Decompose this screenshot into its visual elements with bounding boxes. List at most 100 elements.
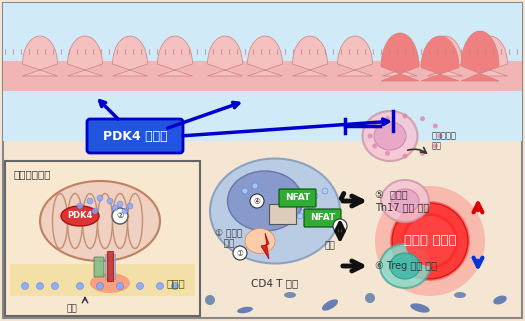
Polygon shape xyxy=(112,36,148,76)
Circle shape xyxy=(233,246,247,260)
Circle shape xyxy=(37,282,44,290)
Polygon shape xyxy=(338,36,373,76)
Circle shape xyxy=(107,198,113,204)
FancyBboxPatch shape xyxy=(5,161,200,316)
Polygon shape xyxy=(421,36,459,81)
Polygon shape xyxy=(365,293,375,303)
Polygon shape xyxy=(427,36,463,76)
Polygon shape xyxy=(292,36,328,76)
Text: ⑤  염증성
Th17 세포 분화: ⑤ 염증성 Th17 세포 분화 xyxy=(375,190,429,212)
Ellipse shape xyxy=(362,111,417,161)
FancyBboxPatch shape xyxy=(87,119,183,153)
Ellipse shape xyxy=(391,189,419,213)
Polygon shape xyxy=(115,302,125,308)
FancyBboxPatch shape xyxy=(269,204,296,224)
Circle shape xyxy=(77,282,83,290)
Circle shape xyxy=(297,213,303,219)
Circle shape xyxy=(77,203,83,209)
Circle shape xyxy=(403,153,407,159)
Circle shape xyxy=(51,282,58,290)
Circle shape xyxy=(250,194,264,208)
Polygon shape xyxy=(158,36,193,76)
Ellipse shape xyxy=(40,181,160,261)
Text: PDK4: PDK4 xyxy=(67,212,93,221)
FancyBboxPatch shape xyxy=(279,189,316,207)
Circle shape xyxy=(252,183,258,189)
Circle shape xyxy=(420,116,425,121)
Circle shape xyxy=(22,282,28,290)
Polygon shape xyxy=(383,36,417,76)
Ellipse shape xyxy=(90,273,130,293)
Circle shape xyxy=(372,143,377,149)
Circle shape xyxy=(333,219,347,233)
Text: 염증성 장질환: 염증성 장질환 xyxy=(404,235,456,247)
Polygon shape xyxy=(207,36,243,76)
Circle shape xyxy=(172,282,179,290)
Circle shape xyxy=(87,198,93,204)
Circle shape xyxy=(405,216,455,266)
Polygon shape xyxy=(205,295,215,305)
Text: ⑥ Treg 세포 분화: ⑥ Treg 세포 분화 xyxy=(375,261,437,271)
Ellipse shape xyxy=(390,253,420,279)
Text: NFAT: NFAT xyxy=(286,194,311,203)
Circle shape xyxy=(437,134,443,138)
Ellipse shape xyxy=(374,122,406,150)
Circle shape xyxy=(317,218,323,224)
Circle shape xyxy=(92,208,98,214)
FancyBboxPatch shape xyxy=(107,251,113,281)
Polygon shape xyxy=(48,290,62,300)
Ellipse shape xyxy=(227,171,302,231)
Circle shape xyxy=(368,134,373,138)
FancyBboxPatch shape xyxy=(304,209,341,227)
Circle shape xyxy=(433,124,438,128)
FancyBboxPatch shape xyxy=(3,3,522,141)
Polygon shape xyxy=(472,36,508,76)
Polygon shape xyxy=(284,292,296,298)
Circle shape xyxy=(307,203,313,209)
Polygon shape xyxy=(68,36,102,76)
Text: 미토콘드리아: 미토콘드리아 xyxy=(13,169,50,179)
Text: 소포체: 소포체 xyxy=(166,278,185,288)
Polygon shape xyxy=(247,36,282,76)
Polygon shape xyxy=(454,292,466,298)
Polygon shape xyxy=(461,31,499,81)
Circle shape xyxy=(117,282,123,290)
Circle shape xyxy=(372,124,377,128)
Circle shape xyxy=(117,201,123,207)
Polygon shape xyxy=(23,36,58,76)
Text: PDK4 저해제: PDK4 저해제 xyxy=(103,129,167,143)
Circle shape xyxy=(112,205,118,211)
Text: 칼슘: 칼슘 xyxy=(324,241,335,250)
Ellipse shape xyxy=(381,180,429,222)
Polygon shape xyxy=(237,307,253,313)
Circle shape xyxy=(420,151,425,156)
Text: 사이토카인
분비: 사이토카인 분비 xyxy=(432,131,457,151)
Circle shape xyxy=(322,188,328,194)
Text: NFAT: NFAT xyxy=(310,213,335,222)
FancyBboxPatch shape xyxy=(94,257,104,277)
Text: ① 염증성
   자극: ① 염증성 자극 xyxy=(215,229,242,249)
Ellipse shape xyxy=(245,229,275,254)
Ellipse shape xyxy=(61,206,99,226)
FancyBboxPatch shape xyxy=(3,61,522,91)
Circle shape xyxy=(97,195,103,201)
Circle shape xyxy=(403,114,407,118)
Circle shape xyxy=(385,116,390,121)
Circle shape xyxy=(122,208,128,214)
FancyBboxPatch shape xyxy=(105,254,115,279)
Circle shape xyxy=(127,203,133,209)
Circle shape xyxy=(156,282,163,290)
Ellipse shape xyxy=(210,159,340,264)
Circle shape xyxy=(312,193,318,199)
Text: ④: ④ xyxy=(254,196,260,205)
Text: ③: ③ xyxy=(337,221,343,230)
Polygon shape xyxy=(411,303,429,313)
Polygon shape xyxy=(151,285,170,295)
Text: ①: ① xyxy=(237,248,244,257)
Circle shape xyxy=(97,282,103,290)
Circle shape xyxy=(402,213,458,269)
Circle shape xyxy=(242,188,248,194)
FancyBboxPatch shape xyxy=(3,3,522,318)
Text: ②: ② xyxy=(116,212,124,221)
Circle shape xyxy=(375,186,485,296)
